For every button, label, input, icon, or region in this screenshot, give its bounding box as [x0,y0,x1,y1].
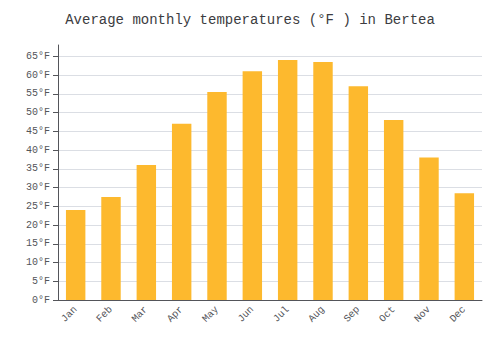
svg-text:Jun: Jun [236,304,256,324]
svg-text:30°F: 30°F [26,182,50,193]
svg-text:65°F: 65°F [26,51,50,62]
svg-text:35°F: 35°F [26,163,50,174]
svg-text:Mar: Mar [130,304,150,324]
svg-text:20°F: 20°F [26,220,50,231]
svg-text:Dec: Dec [448,304,468,324]
svg-text:May: May [200,304,220,324]
svg-text:Apr: Apr [165,304,185,324]
svg-text:40°F: 40°F [26,145,50,156]
svg-text:Feb: Feb [94,304,114,324]
svg-text:10°F: 10°F [26,257,50,268]
svg-text:50°F: 50°F [26,107,50,118]
svg-text:Average monthly temperatures (: Average monthly temperatures (°F ) in Be… [65,12,435,28]
svg-text:45°F: 45°F [26,126,50,137]
svg-text:60°F: 60°F [26,70,50,81]
svg-text:Nov: Nov [412,304,432,324]
svg-text:Sep: Sep [342,304,362,324]
svg-text:15°F: 15°F [26,238,50,249]
svg-text:Oct: Oct [377,304,397,324]
svg-text:25°F: 25°F [26,201,50,212]
svg-text:5°F: 5°F [32,276,50,287]
svg-text:0°F: 0°F [32,295,50,306]
svg-text:55°F: 55°F [26,88,50,99]
svg-text:Aug: Aug [306,304,326,324]
svg-text:Jul: Jul [271,304,291,324]
svg-text:Jan: Jan [59,304,79,324]
